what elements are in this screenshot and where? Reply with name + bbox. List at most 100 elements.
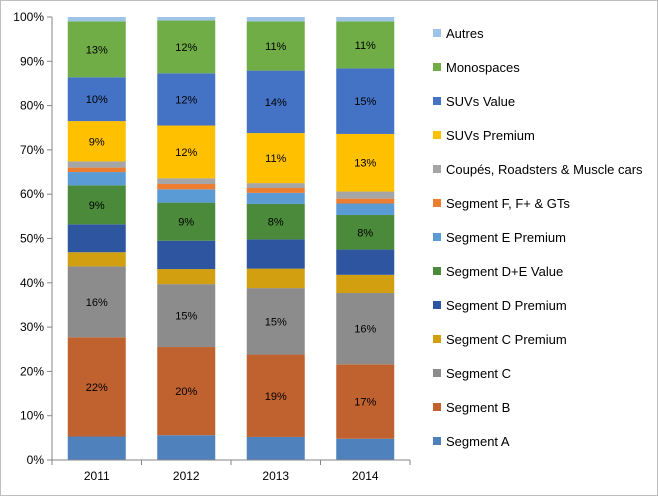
bar-segment bbox=[67, 167, 126, 173]
legend-swatch bbox=[433, 165, 441, 173]
bar-segment bbox=[336, 292, 395, 365]
legend-label: Autres bbox=[446, 26, 484, 41]
legend-swatch bbox=[433, 97, 441, 105]
legend-label: Segment A bbox=[446, 434, 510, 449]
data-label: 11% bbox=[355, 40, 376, 52]
bar-segment bbox=[157, 184, 216, 190]
x-tick-label: 2013 bbox=[262, 469, 289, 483]
y-tick-label: 40% bbox=[20, 276, 44, 290]
x-tick-label: 2014 bbox=[352, 469, 379, 483]
legend-label: SUVs Premium bbox=[446, 128, 535, 143]
bar-segment bbox=[157, 17, 216, 21]
bar-segment bbox=[336, 364, 395, 439]
legend-swatch bbox=[433, 233, 441, 241]
legend-swatch bbox=[433, 301, 441, 309]
bar-segment bbox=[246, 21, 305, 71]
bar-segment bbox=[336, 215, 395, 250]
bar-segment bbox=[157, 435, 216, 460]
bar-segment bbox=[246, 183, 305, 188]
data-label: 8% bbox=[357, 227, 373, 239]
data-label: 15% bbox=[265, 316, 287, 328]
data-label: 17% bbox=[354, 397, 376, 409]
bar-segment bbox=[157, 240, 216, 270]
bar-segment bbox=[67, 21, 126, 78]
bar-segment bbox=[336, 133, 395, 192]
bar-segment bbox=[246, 288, 305, 355]
data-label: 12% bbox=[175, 94, 197, 106]
bar-segment bbox=[157, 178, 216, 185]
legend-swatch bbox=[433, 335, 441, 343]
legend-label: Coupés, Roadsters & Muscle cars bbox=[446, 162, 643, 177]
legend-label: Segment D Premium bbox=[446, 298, 567, 313]
x-axis: 2011 2012 2013 2014 bbox=[51, 459, 411, 483]
bar-segment bbox=[246, 268, 305, 289]
bar-segment bbox=[67, 337, 126, 437]
bar-segment bbox=[336, 198, 395, 204]
bar-segment bbox=[67, 436, 126, 460]
bar-segment bbox=[246, 192, 305, 204]
bar-segment bbox=[336, 191, 395, 199]
y-tick-label: 60% bbox=[20, 187, 44, 201]
data-label: 9% bbox=[89, 136, 105, 148]
bar-segment bbox=[67, 252, 126, 267]
bar-segment bbox=[336, 17, 395, 22]
legend-swatch bbox=[433, 199, 441, 207]
y-tick-label: 30% bbox=[20, 320, 44, 334]
data-label: 16% bbox=[86, 297, 108, 309]
legend-label: Segment C Premium bbox=[446, 332, 567, 347]
bar-segment bbox=[157, 189, 216, 203]
bar-segment bbox=[157, 269, 216, 285]
y-tick-label: 90% bbox=[20, 54, 44, 68]
bar-segment bbox=[157, 20, 216, 74]
data-label: 22% bbox=[86, 382, 108, 394]
bar-segment bbox=[67, 266, 126, 338]
data-label: 11% bbox=[265, 41, 286, 53]
bar-segment bbox=[336, 203, 395, 216]
bar-segment bbox=[246, 70, 305, 134]
bar-segment bbox=[336, 438, 395, 460]
bar-segment bbox=[246, 133, 305, 184]
data-label: 9% bbox=[178, 217, 194, 229]
plot-area: 22% 16% 9% 9% 10% 13% 20% 15% 9% 12% 12% 12% 19% 15% 8… bbox=[67, 17, 395, 460]
y-tick-label: 0% bbox=[27, 453, 45, 467]
bar-segment bbox=[336, 249, 395, 275]
data-label: 12% bbox=[175, 147, 197, 159]
bar-segment bbox=[67, 161, 126, 168]
y-tick-label: 80% bbox=[20, 99, 44, 113]
legend: Autres Monospaces SUVs Value SUVs Premium Co… bbox=[433, 26, 643, 449]
bar-segment bbox=[157, 284, 216, 348]
bar-segment bbox=[336, 68, 395, 134]
legend-swatch bbox=[433, 131, 441, 139]
data-label: 9% bbox=[89, 200, 105, 212]
data-label: 16% bbox=[354, 324, 376, 336]
data-label: 13% bbox=[354, 158, 376, 170]
legend-label: Monospaces bbox=[446, 60, 520, 75]
y-axis: 0% 10% 20% 30% 40% 50% 60% 70% 80% 90% 100% bbox=[13, 10, 53, 467]
data-label: 15% bbox=[354, 96, 376, 108]
bar-segment bbox=[157, 202, 216, 241]
legend-swatch bbox=[433, 29, 441, 37]
bar-segment bbox=[157, 347, 216, 436]
data-label: 14% bbox=[265, 97, 287, 109]
data-label: 13% bbox=[86, 44, 108, 56]
bar-segment bbox=[67, 185, 126, 225]
data-label: 10% bbox=[86, 94, 108, 106]
data-label: 20% bbox=[175, 386, 197, 398]
bar-segment bbox=[246, 17, 305, 22]
x-tick-label: 2012 bbox=[173, 469, 200, 483]
data-label: 15% bbox=[175, 311, 197, 323]
legend-label: Segment E Premium bbox=[446, 230, 566, 245]
bar-segment bbox=[246, 354, 305, 437]
legend-label: Segment F, F+ & GTs bbox=[446, 196, 570, 211]
data-label: 12% bbox=[175, 42, 197, 54]
x-tick-label: 2011 bbox=[84, 469, 110, 483]
legend-label: Segment B bbox=[446, 400, 510, 415]
legend-label: SUVs Value bbox=[446, 94, 515, 109]
bar-segment bbox=[67, 224, 126, 253]
bar-segment bbox=[157, 73, 216, 126]
bar-segment bbox=[246, 436, 305, 460]
y-tick-label: 70% bbox=[20, 143, 44, 157]
data-label: 8% bbox=[268, 217, 284, 229]
legend-swatch bbox=[433, 403, 441, 411]
